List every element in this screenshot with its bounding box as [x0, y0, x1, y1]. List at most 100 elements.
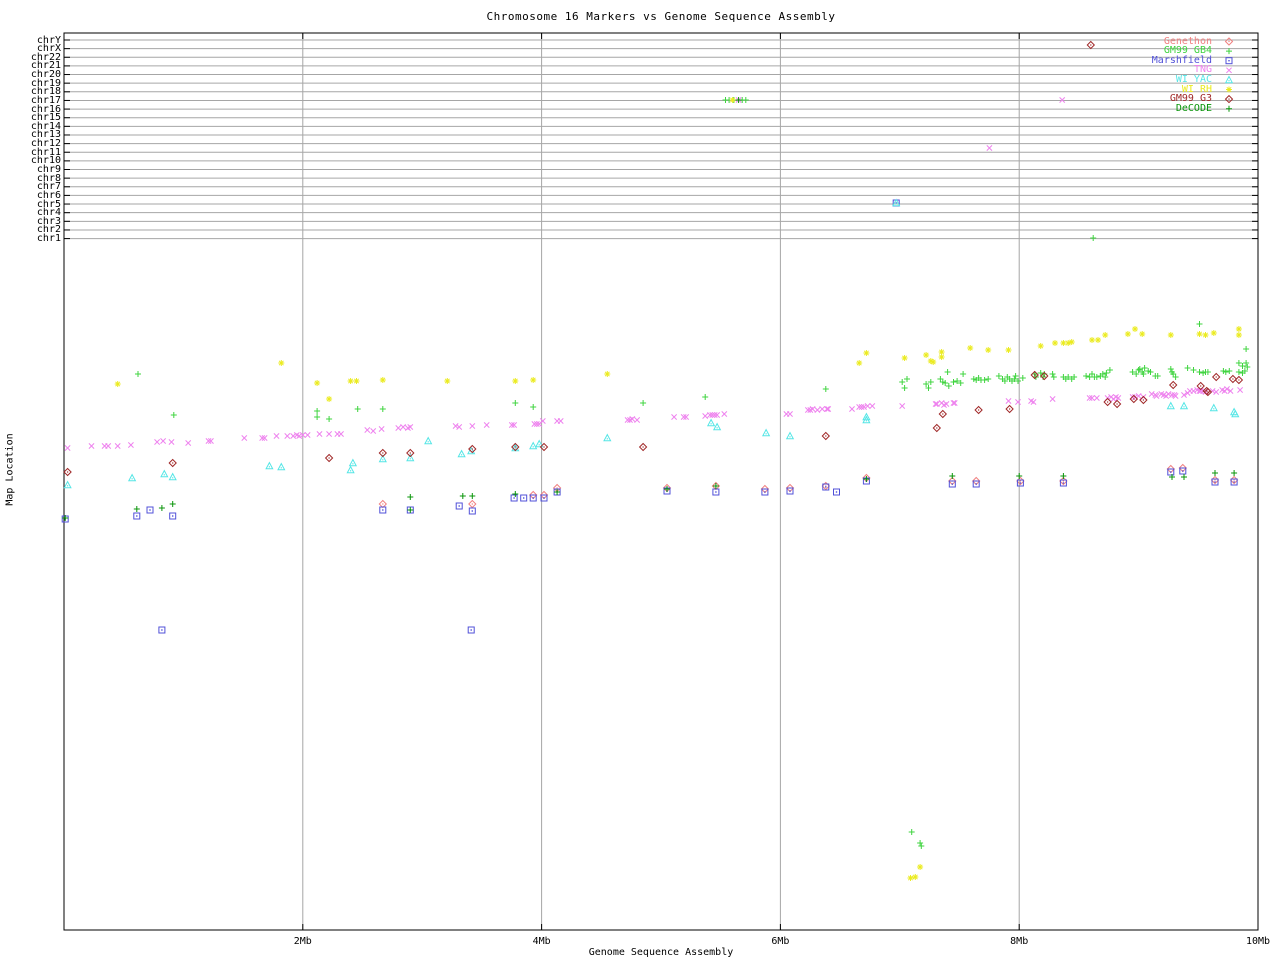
data-point	[603, 370, 611, 378]
data-point	[468, 500, 477, 508]
data-point	[510, 494, 518, 502]
data-point	[277, 463, 286, 471]
data-point	[114, 442, 121, 450]
data-point	[406, 454, 415, 462]
x-tick-label-10mb: 10Mb	[1245, 936, 1271, 947]
data-point	[1212, 373, 1221, 381]
data-point	[995, 372, 1003, 380]
data-point	[133, 512, 141, 520]
data-point	[981, 376, 989, 384]
data-point	[1230, 469, 1238, 477]
legend-marker	[1225, 105, 1233, 113]
data-point	[1131, 325, 1139, 333]
data-point	[986, 144, 993, 152]
data-point	[557, 417, 564, 425]
data-point	[378, 500, 387, 508]
data-point	[313, 379, 321, 387]
legend-label-tng: TNG	[1193, 64, 1212, 76]
data-point	[313, 413, 321, 421]
data-point	[539, 417, 546, 425]
y-tick-label-chr9: chr9	[36, 164, 61, 175]
y-tick-label-chrY: chrY	[36, 34, 61, 46]
data-point	[984, 375, 992, 383]
data-point	[284, 432, 291, 440]
data-point	[762, 429, 770, 437]
data-point	[511, 377, 519, 385]
data-point	[1225, 367, 1233, 375]
data-point	[467, 626, 475, 634]
data-point	[1196, 368, 1203, 376]
legend-marker	[1225, 37, 1233, 46]
data-point	[1005, 346, 1012, 354]
data-point	[1167, 331, 1175, 339]
data-point	[354, 405, 362, 413]
legend-label-decode: DeCODE	[1175, 102, 1212, 114]
data-point	[468, 507, 476, 515]
data-point	[864, 402, 871, 410]
data-point	[1089, 234, 1097, 242]
data-point	[1228, 375, 1237, 383]
data-point	[337, 430, 345, 438]
chart-title: Chromosome 16 Markers vs Genome Sequence…	[486, 10, 836, 23]
data-point	[1005, 405, 1014, 413]
x-tick-label-2mb: 2Mb	[293, 936, 312, 947]
data-point	[701, 393, 709, 401]
data-point	[1094, 336, 1102, 344]
data-point	[1235, 368, 1243, 376]
legend-marker-tng-icon	[1225, 67, 1233, 74]
data-point	[862, 349, 870, 357]
data-point	[456, 423, 463, 431]
data-point	[1113, 400, 1122, 408]
legend-marker-wi-rh-icon	[1225, 86, 1233, 93]
data-point	[378, 425, 385, 433]
data-point	[406, 493, 414, 501]
legend-marker	[1225, 67, 1233, 74]
data-point	[273, 432, 280, 440]
data-point	[639, 443, 648, 451]
data-point	[903, 375, 911, 383]
y-tick-label-chr18: chr18	[30, 86, 61, 98]
data-point	[346, 466, 355, 474]
data-point	[452, 422, 459, 430]
data-point	[1196, 320, 1203, 328]
x-tick-label-4mb: 4Mb	[532, 936, 551, 947]
data-point	[424, 437, 432, 445]
data-point	[822, 385, 830, 393]
series-gm99-gb4	[134, 96, 1251, 850]
data-point	[469, 422, 476, 430]
data-point	[869, 402, 876, 410]
data-point	[160, 437, 167, 445]
data-point	[529, 442, 537, 450]
data-point	[1235, 331, 1243, 339]
series-tng	[64, 96, 1244, 452]
data-point	[1103, 398, 1112, 406]
y-tick-label-chr8: chr8	[36, 172, 61, 184]
data-point	[713, 423, 721, 431]
data-point	[671, 413, 678, 421]
data-point	[639, 399, 647, 407]
data-point	[1180, 402, 1188, 410]
data-point	[395, 424, 402, 432]
data-point	[349, 459, 357, 467]
data-point	[1068, 338, 1076, 346]
data-point	[1202, 331, 1209, 339]
x-tick-label-6mb: 6Mb	[771, 936, 790, 947]
data-point	[821, 432, 830, 440]
data-point	[922, 351, 930, 359]
data-point	[133, 505, 141, 513]
data-point	[1059, 472, 1067, 480]
legend-label-gm99-gb4: GM99 GB4	[1163, 45, 1212, 57]
y-axis-label: Map Location	[4, 433, 16, 506]
data-point	[1169, 381, 1178, 389]
y-tick-label-chr17: chr17	[30, 94, 61, 106]
legend-label-wi-rh: WI RH	[1181, 83, 1212, 95]
x-axis-label: Genome Sequence Assembly	[588, 947, 734, 958]
data-point	[347, 377, 355, 385]
series-wi-rh	[114, 96, 1243, 882]
data-point	[945, 382, 953, 390]
y-tick-label-chr21: chr21	[30, 60, 61, 72]
data-point	[1210, 404, 1218, 412]
data-point	[917, 842, 925, 850]
data-point	[457, 450, 466, 458]
data-point	[63, 481, 72, 489]
